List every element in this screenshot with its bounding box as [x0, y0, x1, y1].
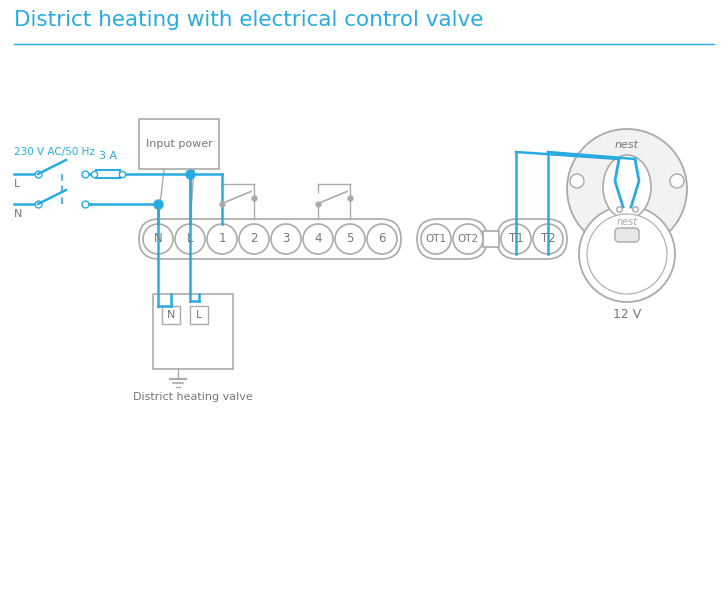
- Text: 1: 1: [218, 232, 226, 245]
- Circle shape: [239, 224, 269, 254]
- Circle shape: [533, 224, 563, 254]
- Text: N: N: [167, 310, 175, 320]
- FancyBboxPatch shape: [190, 306, 208, 324]
- Text: 12 V: 12 V: [613, 308, 641, 321]
- FancyBboxPatch shape: [615, 228, 639, 242]
- Text: 6: 6: [379, 232, 386, 245]
- Text: OT2: OT2: [457, 234, 478, 244]
- Text: nest: nest: [617, 217, 638, 227]
- Circle shape: [670, 174, 684, 188]
- FancyBboxPatch shape: [417, 219, 487, 259]
- Ellipse shape: [603, 155, 651, 219]
- Text: N: N: [154, 232, 162, 245]
- Circle shape: [567, 129, 687, 249]
- Circle shape: [579, 206, 675, 302]
- Text: District heating valve: District heating valve: [133, 392, 253, 402]
- Text: L: L: [14, 179, 20, 189]
- FancyBboxPatch shape: [139, 119, 219, 169]
- Text: 3: 3: [282, 232, 290, 245]
- Text: 3 A: 3 A: [99, 151, 117, 161]
- Text: N: N: [14, 209, 23, 219]
- FancyBboxPatch shape: [483, 231, 499, 247]
- Circle shape: [501, 224, 531, 254]
- Text: T2: T2: [541, 232, 555, 245]
- Text: nest: nest: [615, 140, 639, 150]
- Circle shape: [143, 224, 173, 254]
- Text: 5: 5: [347, 232, 354, 245]
- Circle shape: [303, 224, 333, 254]
- Text: T1: T1: [509, 232, 523, 245]
- FancyBboxPatch shape: [153, 294, 233, 369]
- Circle shape: [421, 224, 451, 254]
- FancyBboxPatch shape: [139, 219, 401, 259]
- Text: 4: 4: [314, 232, 322, 245]
- FancyBboxPatch shape: [96, 170, 120, 178]
- Circle shape: [453, 224, 483, 254]
- FancyBboxPatch shape: [497, 219, 567, 259]
- Text: District heating with electrical control valve: District heating with electrical control…: [14, 10, 483, 30]
- Text: OT1: OT1: [425, 234, 446, 244]
- Text: Input power: Input power: [146, 139, 213, 149]
- Circle shape: [175, 224, 205, 254]
- Text: L: L: [196, 310, 202, 320]
- Circle shape: [367, 224, 397, 254]
- Circle shape: [335, 224, 365, 254]
- Text: 230 V AC/50 Hz: 230 V AC/50 Hz: [14, 147, 95, 157]
- Text: L: L: [187, 232, 193, 245]
- Circle shape: [587, 214, 667, 294]
- Circle shape: [271, 224, 301, 254]
- Circle shape: [570, 174, 584, 188]
- Text: 2: 2: [250, 232, 258, 245]
- Circle shape: [207, 224, 237, 254]
- FancyBboxPatch shape: [162, 306, 180, 324]
